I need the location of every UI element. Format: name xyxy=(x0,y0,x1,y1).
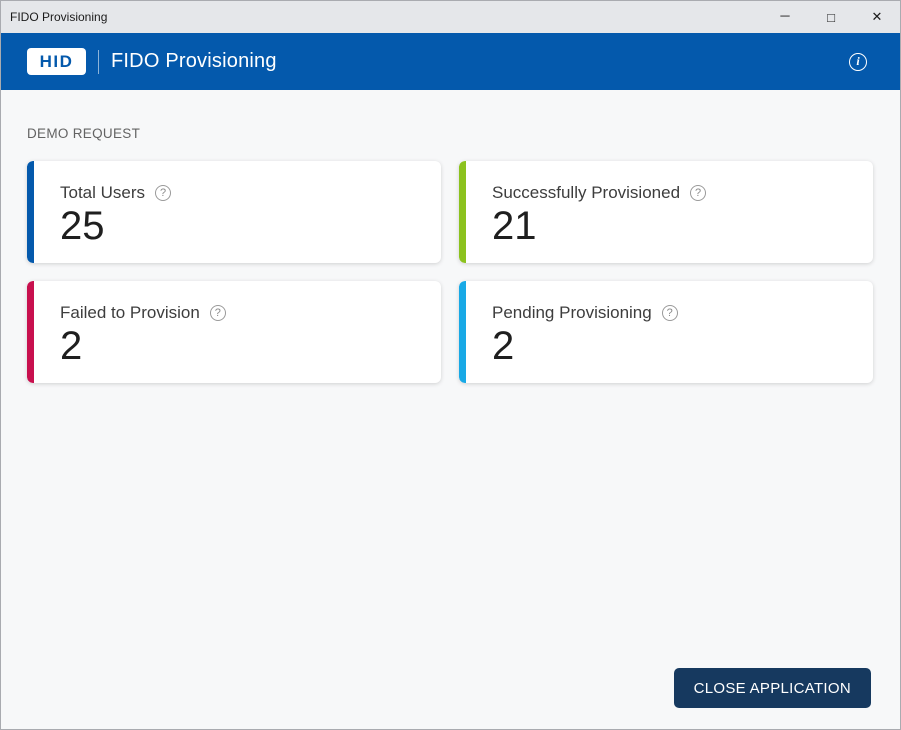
section-label: DEMO REQUEST xyxy=(27,126,141,141)
cards-grid: Total Users ? 25 Successfully Provisione… xyxy=(27,161,873,383)
app-header: HID FIDO Provisioning i xyxy=(1,33,900,90)
close-icon: ✕ xyxy=(871,9,883,24)
minimize-icon: ─ xyxy=(780,7,790,23)
card-accent-bar xyxy=(27,161,34,263)
close-application-button[interactable]: CLOSE APPLICATION xyxy=(673,668,871,708)
minimize-button[interactable]: ─ xyxy=(762,1,808,33)
hid-logo: HID xyxy=(27,48,86,75)
maximize-icon: □ xyxy=(827,9,835,25)
card-accent-bar xyxy=(459,161,466,263)
card-title: Failed to Provision xyxy=(60,303,200,322)
card-failed-to-provision: Failed to Provision ? 2 xyxy=(27,281,441,383)
card-value: 25 xyxy=(60,204,105,248)
card-value: 2 xyxy=(60,324,83,368)
hid-logo-text: HID xyxy=(39,51,74,71)
card-successfully-provisioned: Successfully Provisioned ? 21 xyxy=(459,161,873,263)
card-value: 2 xyxy=(492,324,515,368)
help-icon[interactable]: ? xyxy=(209,305,226,321)
help-icon[interactable]: ? xyxy=(690,185,707,201)
card-title: Successfully Provisioned xyxy=(492,183,681,202)
card-accent-bar xyxy=(459,281,466,383)
close-button[interactable]: ✕ xyxy=(854,1,900,33)
card-total-users: Total Users ? 25 xyxy=(27,161,441,263)
help-icon[interactable]: ? xyxy=(661,305,678,321)
help-icon[interactable]: ? xyxy=(155,185,172,201)
card-title: Total Users xyxy=(60,183,146,202)
maximize-button[interactable]: □ xyxy=(808,1,854,33)
card-value: 21 xyxy=(492,204,537,248)
card-accent-bar xyxy=(27,281,34,383)
window-controls: ─ □ ✕ xyxy=(762,1,900,33)
titlebar: FIDO Provisioning ─ □ ✕ xyxy=(1,1,900,33)
window-title: FIDO Provisioning xyxy=(10,10,108,24)
info-icon[interactable]: i xyxy=(849,52,867,71)
card-pending-provisioning: Pending Provisioning ? 2 xyxy=(459,281,873,383)
app-title: FIDO Provisioning xyxy=(111,50,277,72)
card-title: Pending Provisioning xyxy=(492,303,652,322)
header-divider xyxy=(98,49,99,74)
